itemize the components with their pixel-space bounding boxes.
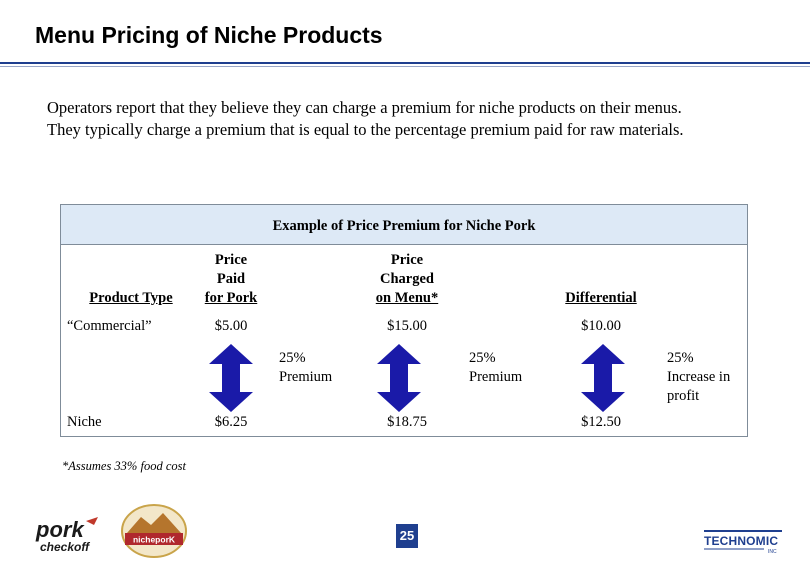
table-header-band: Example of Price Premium for Niche Pork — [61, 205, 747, 245]
page-title: Menu Pricing of Niche Products — [35, 22, 383, 48]
title-divider-thin — [0, 66, 810, 67]
niche-pork-logo: nicheporK — [121, 504, 187, 558]
header-differential: Differential — [565, 290, 637, 306]
row-commercial-diff: $10.00 — [581, 318, 621, 334]
pork-checkoff-logo: pork checkoff — [35, 517, 98, 554]
header-price-charged: Price Charged on Menu* — [357, 251, 457, 308]
premium-charged-label: 25% Premium — [469, 349, 549, 387]
premium-charged-text: Premium — [469, 369, 523, 385]
row-commercial-charged: $15.00 — [387, 318, 427, 334]
premium-diff-pct: 25% — [667, 350, 694, 366]
page-number: 25 — [396, 524, 418, 548]
header-price-paid-line3: for Pork — [204, 290, 258, 306]
footnote: *Assumes 33% food cost — [62, 459, 186, 473]
double-arrow-icon — [581, 344, 625, 412]
premium-diff-text2: profit — [667, 388, 700, 404]
row-commercial-paid: $5.00 — [214, 318, 248, 334]
table-title: Example of Price Premium for Niche Pork — [272, 218, 536, 234]
header-price-charged-line2: Charged — [380, 271, 434, 287]
row-niche-charged: $18.75 — [387, 414, 427, 430]
header-price-charged-line1: Price — [390, 252, 424, 268]
premium-charged-pct: 25% — [469, 350, 496, 366]
svg-text:TECHNOMIC: TECHNOMIC — [704, 534, 778, 548]
technomic-logo: TECHNOMIC INC — [704, 530, 782, 554]
premium-paid-label: 25% Premium — [279, 349, 359, 387]
row-niche-paid: $6.25 — [214, 414, 248, 430]
intro-line-2: They typically charge a premium that is … — [47, 120, 684, 139]
title-divider — [0, 62, 810, 64]
premium-paid-pct: 25% — [279, 350, 306, 366]
svg-text:INC: INC — [768, 549, 777, 554]
row-niche-diff: $12.50 — [581, 414, 621, 430]
row-commercial-label: “Commercial” — [67, 318, 152, 334]
intro-line-1: Operators report that they believe they … — [47, 98, 682, 117]
row-niche-label: Niche — [67, 414, 102, 430]
header-product-type: Product Type — [89, 290, 173, 306]
premium-diff-text1: Increase in — [667, 369, 731, 385]
double-arrow-icon — [377, 344, 421, 412]
price-premium-table: Example of Price Premium for Niche Pork … — [60, 204, 748, 437]
svg-text:nicheporK: nicheporK — [133, 535, 176, 545]
premium-paid-text: Premium — [279, 369, 333, 385]
premium-diff-label: 25% Increase in profit — [667, 349, 747, 406]
header-price-paid-line2: Paid — [216, 271, 246, 287]
double-arrow-icon — [209, 344, 253, 412]
intro-text: Operators report that they believe they … — [47, 97, 787, 141]
header-price-paid: Price Paid for Pork — [186, 251, 276, 308]
header-price-paid-line1: Price — [214, 252, 248, 268]
header-price-charged-line3: on Menu* — [375, 290, 439, 306]
svg-text:checkoff: checkoff — [40, 540, 90, 554]
svg-text:pork: pork — [35, 517, 85, 542]
